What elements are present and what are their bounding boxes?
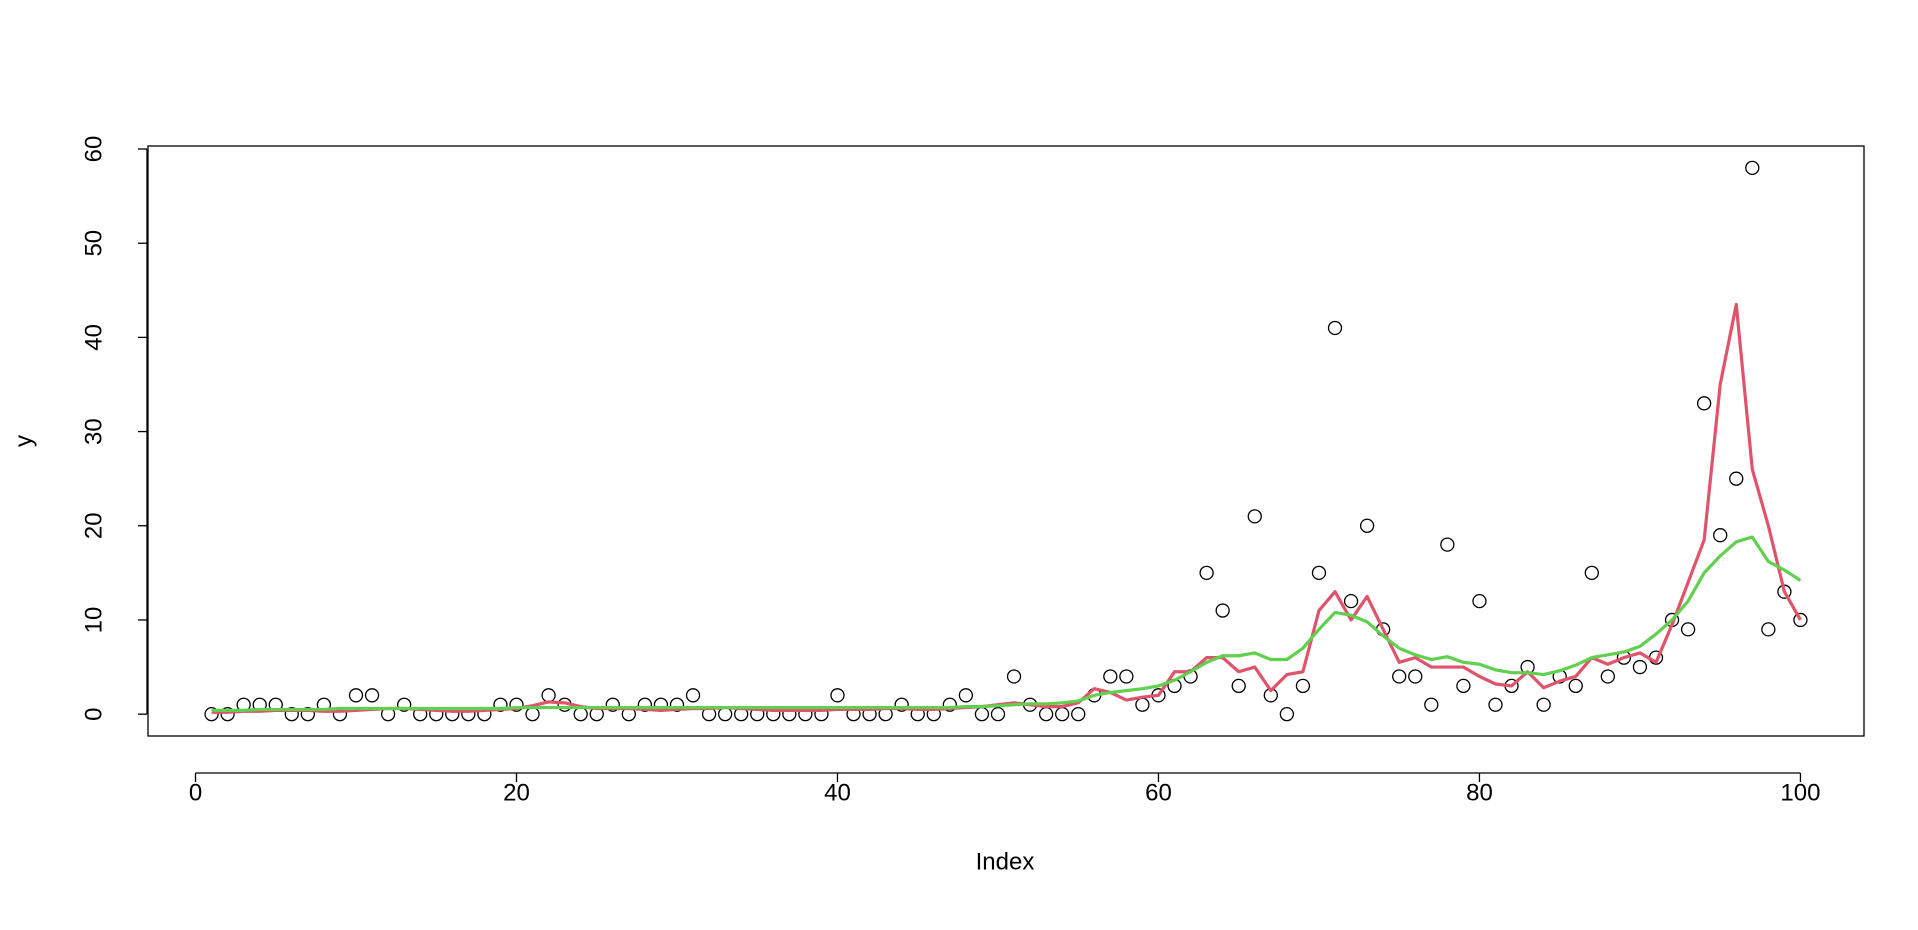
data-point (685, 688, 701, 703)
data-point (364, 688, 380, 703)
data-point (1632, 659, 1648, 675)
data-point (1424, 697, 1439, 712)
data-point (1055, 706, 1070, 722)
data-point (990, 706, 1006, 722)
data-point (1119, 669, 1134, 684)
data-point (1713, 528, 1728, 543)
data-point (1488, 697, 1503, 712)
data-point (300, 706, 316, 722)
data-point (1584, 565, 1599, 581)
data-point (637, 697, 653, 712)
data-point (1103, 669, 1118, 684)
x-axis-label: Index (976, 848, 1035, 875)
x-tick-label: 100 (1780, 779, 1820, 806)
data-point (1231, 678, 1246, 694)
data-point (1440, 537, 1455, 552)
data-point (894, 697, 909, 712)
data-point (493, 697, 508, 712)
data-point (1408, 669, 1423, 684)
y-tick-label: 20 (80, 512, 107, 539)
data-point (396, 697, 412, 712)
data-point (1793, 612, 1808, 628)
data-point (348, 688, 364, 703)
data-point (1295, 678, 1311, 694)
data-point (284, 706, 299, 722)
data-point (1536, 697, 1551, 712)
x-tick-label: 60 (1145, 779, 1172, 806)
data-point (1071, 706, 1086, 722)
data-point (1696, 396, 1712, 411)
x-tick-label: 20 (503, 779, 530, 806)
series-line (211, 302, 1802, 714)
data-point (1761, 622, 1776, 637)
data-point (1600, 669, 1616, 684)
data-point (1135, 697, 1150, 712)
data-point (958, 688, 974, 703)
data-point (1215, 603, 1230, 618)
data-point (1247, 509, 1262, 524)
series-line (211, 535, 1802, 712)
data-point (1327, 320, 1343, 336)
data-point (1359, 518, 1375, 533)
data-point (525, 706, 540, 722)
y-axis-label: y (10, 435, 37, 447)
data-point (1279, 706, 1295, 722)
data-point (1568, 678, 1583, 694)
y-tick-label: 0 (80, 707, 107, 720)
data-point (830, 688, 845, 703)
data-point (1456, 678, 1471, 694)
y-tick-label: 30 (80, 418, 107, 445)
data-point (204, 706, 219, 722)
y-tick-label: 10 (80, 607, 107, 634)
data-point (717, 706, 733, 722)
data-point (605, 697, 620, 712)
data-point (1472, 593, 1487, 609)
data-point (1343, 593, 1359, 609)
data-point (1392, 669, 1407, 684)
data-point (974, 706, 990, 722)
x-tick-label: 80 (1466, 779, 1493, 806)
data-point (1745, 160, 1760, 176)
data-point (220, 706, 235, 722)
data-point (1680, 622, 1696, 637)
data-point (942, 697, 957, 712)
data-point (509, 697, 524, 712)
data-point (1729, 471, 1744, 486)
data-point (573, 706, 588, 722)
data-point (669, 697, 685, 712)
x-tick-label: 40 (824, 779, 851, 806)
data-point (1311, 565, 1327, 581)
data-point (1006, 669, 1022, 684)
y-tick-label: 50 (80, 230, 107, 257)
y-tick-label: 60 (80, 136, 107, 163)
data-point (1038, 706, 1054, 722)
data-point (1199, 565, 1214, 581)
x-tick-label: 0 (189, 779, 202, 806)
data-point (541, 688, 556, 703)
y-tick-label: 40 (80, 324, 107, 351)
plot-box (147, 145, 1865, 737)
